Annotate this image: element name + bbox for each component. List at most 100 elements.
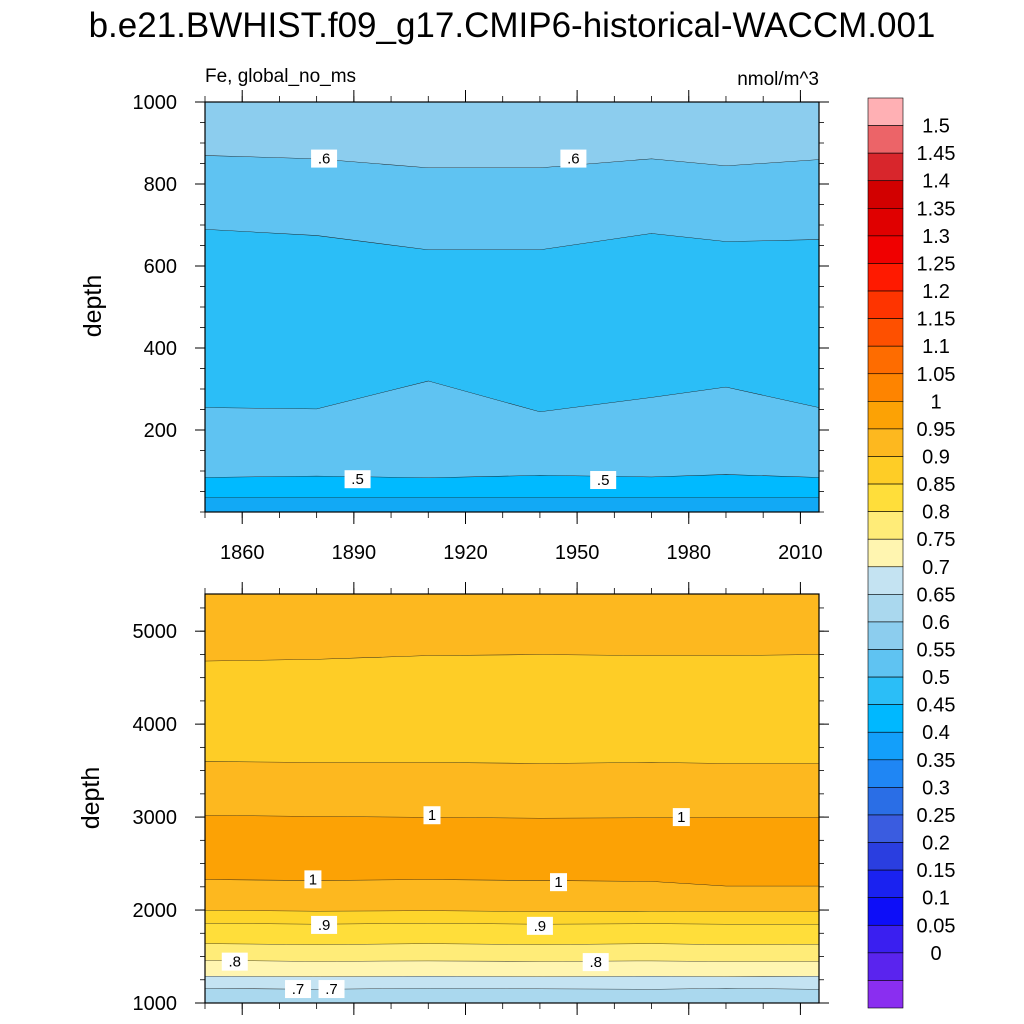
colorbar-swatch	[867, 566, 904, 595]
colorbar-swatch	[867, 649, 904, 678]
upper-band-0.5-0.55	[205, 474, 819, 498]
colorbar-label: 0.7	[922, 557, 950, 579]
colorbar-label: 1.25	[917, 253, 956, 275]
colorbar-swatch	[867, 787, 904, 816]
upper-contour-label-box	[590, 471, 617, 490]
upper-x-tick-label: 1860	[220, 542, 265, 564]
lower-contour-label: .7	[292, 981, 305, 998]
colorbar-label: 0.25	[917, 805, 956, 827]
colorbar-label: 1.5	[922, 116, 950, 138]
upper-band-0.6-0.65	[205, 102, 819, 168]
colorbar-swatch	[867, 869, 904, 898]
lower-contour-label-box	[304, 870, 322, 889]
units-label: nmol/m^3	[737, 69, 819, 90]
lower-panel: .7 .7 .8 .8 .9 .9 1 1 1 1 1000 2000 3000 4000 5000	[133, 582, 829, 1015]
colorbar-label: 1.1	[922, 336, 950, 358]
lower-contour-label: .8	[229, 954, 242, 971]
upper-x-tick-label: 2010	[778, 542, 823, 564]
upper-band-0.45-0.5	[205, 497, 819, 512]
upper-y-axis-label: depth	[79, 275, 107, 338]
colorbar-swatch	[867, 318, 904, 347]
colorbar-swatch	[867, 731, 904, 761]
upper-y-tick-label: 400	[144, 338, 177, 360]
lower-contour-label: .9	[534, 918, 547, 935]
colorbar-swatch	[867, 676, 904, 705]
upper-x-tick-label: 1920	[443, 542, 488, 564]
colorbar-swatch	[867, 125, 904, 154]
lower-contour-label: 1	[309, 871, 317, 888]
colorbar-swatch	[867, 924, 904, 954]
colorbar-swatch	[867, 952, 904, 981]
upper-panel: .5 .5 .6 .6 200 400 600 800 1000 1860 1890 1920 1950…	[133, 90, 829, 564]
lower-band-1-1.05	[205, 815, 819, 886]
upper-y-tick-label: 600	[144, 256, 177, 278]
lower-contour-label-box	[672, 808, 690, 827]
colorbar-swatch	[867, 704, 904, 733]
lower-contour-label: 1	[677, 809, 685, 826]
upper-band-0.55-0.6	[205, 380, 819, 478]
colorbar-swatch	[867, 980, 904, 1009]
lower-y-tick-label: 5000	[133, 621, 178, 643]
colorbar-label: 0.4	[922, 722, 950, 744]
lower-band-0.7-0.75	[205, 976, 819, 990]
lower-contour-label: 1	[554, 874, 562, 891]
colorbar-label: 0.55	[917, 640, 956, 662]
colorbar-swatch	[867, 208, 904, 237]
upper-y-tick-label: 800	[144, 174, 177, 196]
colorbar-label: 0.15	[917, 860, 956, 882]
colorbar-swatch	[867, 456, 904, 485]
lower-contour-label: .9	[318, 917, 331, 934]
colorbar-swatch	[867, 842, 904, 871]
variable-label: Fe, global_no_ms	[205, 66, 356, 87]
colorbar-label: 0.45	[917, 695, 956, 717]
colorbar-swatch	[867, 345, 904, 375]
colorbar-label: 0.05	[917, 915, 956, 937]
colorbar-label: 0.6	[922, 612, 950, 634]
colorbar-label: 1.35	[917, 198, 956, 220]
lower-contour-label-box	[423, 806, 441, 825]
colorbar-swatch	[867, 373, 904, 402]
colorbar-label: 0.85	[917, 474, 956, 496]
upper-contour-label-box	[560, 149, 587, 168]
colorbar-swatch	[867, 180, 904, 209]
lower-y-tick-label: 2000	[133, 900, 178, 922]
upper-contour-label-box	[311, 149, 338, 168]
lower-contour-label-box	[285, 980, 312, 999]
lower-y-axis-label: depth	[77, 767, 105, 830]
colorbar-swatch	[867, 511, 904, 540]
lower-contour-label: .8	[589, 954, 602, 971]
colorbar-swatch	[867, 401, 904, 430]
colorbar-label: 0.35	[917, 750, 956, 772]
lower-y-tick-label: 1000	[133, 993, 178, 1015]
lower-band-0.95-1	[205, 761, 819, 818]
colorbar-label: 0.75	[917, 529, 956, 551]
lower-contour-label: 1	[428, 807, 436, 824]
lower-band-0.8-0.85	[205, 943, 819, 962]
colorbar-label: 1.4	[922, 171, 950, 193]
upper-y-tick-label: 1000	[133, 92, 178, 114]
colorbar-label: 1.2	[922, 281, 950, 303]
colorbar-label: 1.15	[917, 309, 956, 331]
colorbar-swatch	[867, 97, 904, 126]
colorbar-swatch	[867, 538, 904, 568]
lower-contour-label-box	[318, 980, 345, 999]
upper-x-tick-label: 1950	[555, 542, 600, 564]
colorbar-label: 0.95	[917, 419, 956, 441]
colorbar-label: 1.45	[917, 143, 956, 165]
lower-band-0.85-0.9	[205, 923, 819, 945]
colorbar-label: 0.5	[922, 667, 950, 689]
lower-contour-label-box	[550, 873, 568, 892]
lower-contour-label: .7	[325, 981, 338, 998]
upper-x-tick-label: 1890	[332, 542, 377, 564]
upper-contour-label: .6	[318, 151, 331, 168]
upper-contour-label: .6	[567, 151, 580, 168]
colorbar-label: 0.9	[922, 446, 950, 468]
colorbar-swatch	[867, 428, 904, 457]
lower-band-0.9-0.95	[205, 654, 819, 764]
upper-contour-label: .5	[597, 472, 610, 489]
colorbar-label: 0.1	[922, 888, 950, 910]
colorbar-label: 0.3	[922, 777, 950, 799]
colorbar-label: 0.65	[917, 584, 956, 606]
colorbar-swatch	[867, 759, 904, 788]
